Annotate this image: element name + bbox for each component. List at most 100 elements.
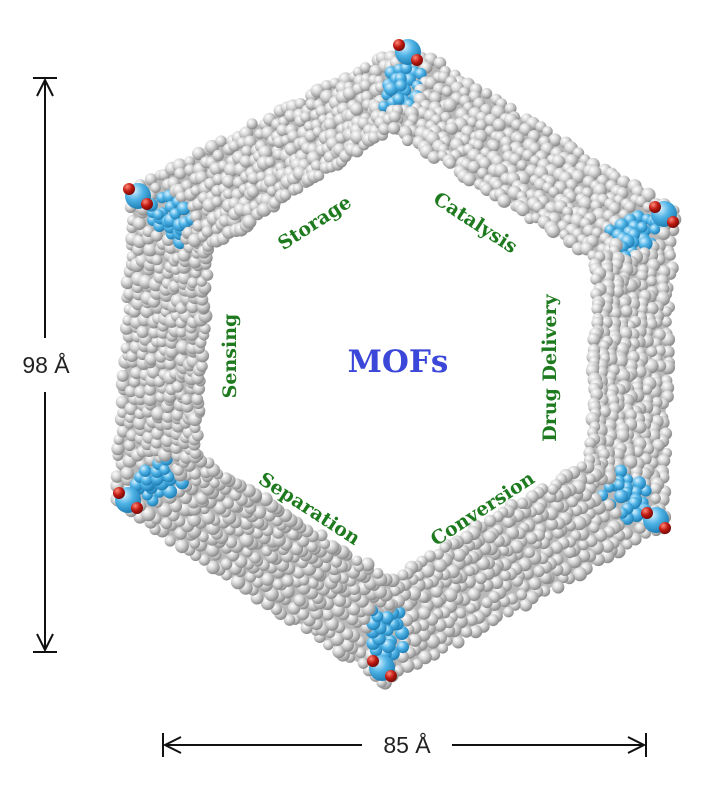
atom bbox=[124, 412, 136, 424]
atom bbox=[333, 594, 347, 607]
atom bbox=[584, 437, 597, 449]
atom bbox=[401, 134, 414, 147]
atom bbox=[465, 602, 477, 614]
atom bbox=[174, 167, 187, 180]
width-arrow-right-icon bbox=[627, 736, 647, 754]
atom bbox=[476, 556, 491, 571]
atom bbox=[381, 638, 396, 654]
atom bbox=[144, 383, 156, 396]
atom bbox=[519, 122, 532, 136]
atom bbox=[215, 135, 227, 147]
atom bbox=[472, 139, 484, 151]
atom bbox=[528, 577, 542, 591]
atom bbox=[646, 275, 657, 287]
atom bbox=[548, 186, 560, 198]
atom bbox=[620, 305, 633, 318]
atom bbox=[156, 336, 168, 348]
atom bbox=[552, 581, 565, 594]
atom bbox=[566, 496, 579, 508]
atom bbox=[264, 174, 278, 189]
atom bbox=[466, 117, 478, 128]
atom bbox=[189, 447, 202, 459]
atom bbox=[124, 402, 138, 416]
atom bbox=[618, 326, 633, 341]
atom bbox=[261, 572, 274, 586]
atom bbox=[175, 539, 189, 554]
atom bbox=[487, 614, 499, 627]
height-dimension bbox=[33, 77, 57, 653]
oxygen-atom bbox=[393, 39, 405, 51]
atom bbox=[603, 481, 615, 493]
atom bbox=[325, 617, 339, 631]
atom bbox=[407, 586, 421, 601]
atom bbox=[408, 633, 422, 647]
atom bbox=[272, 578, 284, 590]
atom bbox=[181, 394, 193, 405]
atom bbox=[417, 606, 431, 620]
atom bbox=[144, 173, 157, 186]
atom bbox=[141, 507, 156, 522]
atom bbox=[397, 569, 409, 581]
atom bbox=[587, 165, 602, 180]
atom bbox=[190, 210, 203, 223]
atom bbox=[306, 541, 318, 553]
atom bbox=[292, 183, 304, 194]
width-label: 85 Å bbox=[383, 731, 431, 758]
atom bbox=[481, 88, 493, 99]
atom bbox=[614, 479, 625, 491]
atom bbox=[241, 145, 253, 157]
center-label: MOFs bbox=[348, 344, 449, 380]
atom bbox=[341, 628, 354, 641]
pore-wall bbox=[110, 39, 682, 690]
atom bbox=[484, 514, 497, 527]
atom bbox=[133, 416, 147, 431]
atom bbox=[400, 62, 412, 74]
atom bbox=[323, 639, 334, 651]
atom bbox=[380, 611, 394, 625]
application-label-sensing: Sensing bbox=[219, 314, 241, 399]
atom bbox=[437, 642, 449, 654]
atom bbox=[516, 589, 527, 601]
oxygen-atom bbox=[131, 502, 143, 514]
atom bbox=[651, 396, 663, 408]
atom bbox=[445, 122, 459, 135]
atom bbox=[616, 368, 631, 383]
atom bbox=[632, 446, 644, 457]
height-label: 98 Å bbox=[22, 351, 70, 378]
atom bbox=[411, 658, 423, 670]
atom bbox=[224, 162, 239, 177]
atom bbox=[132, 216, 146, 231]
atom bbox=[230, 574, 246, 590]
atom bbox=[524, 547, 535, 559]
atom bbox=[279, 189, 292, 202]
atom bbox=[196, 360, 208, 373]
atom bbox=[503, 606, 514, 618]
atom bbox=[313, 170, 325, 182]
wall-atoms bbox=[110, 41, 682, 690]
atom bbox=[153, 262, 166, 274]
atom bbox=[190, 185, 202, 196]
atom bbox=[124, 385, 137, 398]
atom bbox=[547, 483, 559, 495]
atom bbox=[383, 81, 398, 96]
atom bbox=[387, 122, 401, 135]
atom bbox=[444, 157, 456, 169]
atom bbox=[175, 340, 190, 355]
atom bbox=[201, 269, 214, 281]
oxygen-atom bbox=[123, 183, 135, 195]
atom bbox=[650, 493, 661, 504]
atom bbox=[465, 614, 478, 626]
atom bbox=[201, 510, 216, 525]
atom bbox=[357, 657, 369, 669]
atom bbox=[239, 155, 253, 168]
atom bbox=[283, 614, 296, 626]
atom bbox=[153, 209, 164, 221]
atom bbox=[136, 325, 149, 339]
atom bbox=[160, 517, 173, 530]
atom bbox=[359, 79, 372, 92]
atom bbox=[525, 532, 538, 545]
atom bbox=[134, 385, 147, 399]
atom bbox=[392, 93, 405, 105]
oxygen-atom bbox=[385, 670, 397, 682]
